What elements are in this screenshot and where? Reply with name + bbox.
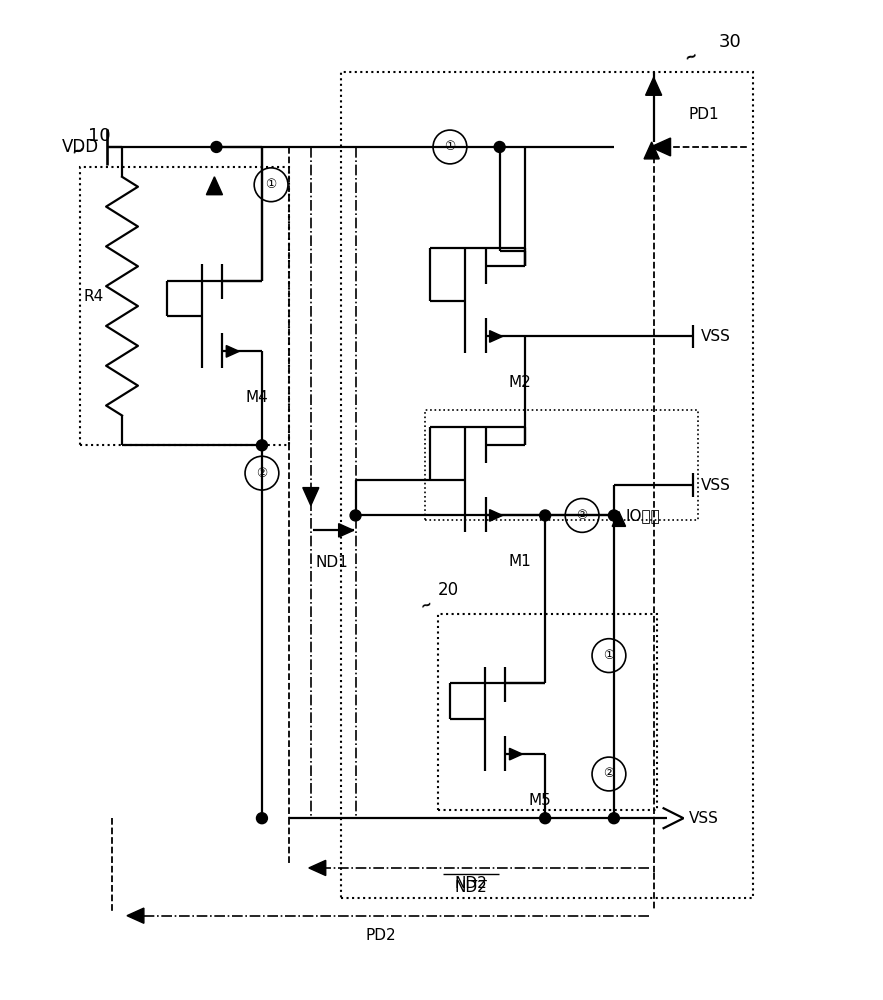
Text: ②: ② — [603, 767, 615, 780]
Text: PD2: PD2 — [365, 928, 396, 943]
Circle shape — [540, 510, 551, 521]
Circle shape — [256, 813, 268, 824]
Text: M5: M5 — [529, 793, 552, 808]
Text: 30: 30 — [718, 33, 741, 51]
Text: ~: ~ — [419, 597, 434, 614]
Text: 20: 20 — [438, 581, 459, 599]
Circle shape — [256, 440, 268, 451]
Circle shape — [494, 142, 505, 152]
Text: M4: M4 — [245, 390, 268, 405]
Text: ①: ① — [266, 178, 276, 191]
Text: VSS: VSS — [701, 329, 731, 344]
Bar — [341, 72, 753, 898]
Text: R4: R4 — [84, 289, 104, 304]
Circle shape — [540, 813, 551, 824]
Text: M1: M1 — [509, 554, 532, 569]
Text: VSS: VSS — [701, 478, 731, 493]
Bar — [438, 614, 657, 810]
Text: PD1: PD1 — [688, 107, 719, 122]
Polygon shape — [339, 524, 353, 537]
Text: ~: ~ — [683, 48, 700, 66]
Bar — [425, 410, 698, 520]
Polygon shape — [303, 488, 319, 505]
Text: ND̅2̅: ND̅2̅ — [455, 880, 487, 895]
Polygon shape — [226, 346, 239, 357]
Text: M2: M2 — [509, 375, 532, 390]
Polygon shape — [509, 748, 523, 760]
Text: VSS: VSS — [689, 811, 718, 826]
Polygon shape — [489, 510, 502, 521]
Text: ND2: ND2 — [455, 876, 487, 891]
Polygon shape — [127, 908, 144, 923]
Text: IO接口: IO接口 — [626, 508, 660, 523]
Polygon shape — [612, 511, 625, 526]
Circle shape — [350, 510, 361, 521]
Text: ②: ② — [256, 467, 268, 480]
Circle shape — [211, 142, 222, 152]
Polygon shape — [489, 331, 502, 342]
Text: VDD: VDD — [62, 138, 99, 156]
Circle shape — [608, 813, 619, 824]
Circle shape — [608, 510, 619, 521]
Polygon shape — [207, 177, 223, 195]
Text: 10: 10 — [88, 127, 111, 145]
Text: ①: ① — [603, 649, 615, 662]
Polygon shape — [651, 138, 670, 156]
Bar — [80, 167, 289, 445]
Text: ②: ② — [577, 509, 588, 522]
Text: ND1: ND1 — [316, 555, 349, 570]
Polygon shape — [309, 860, 326, 876]
Polygon shape — [645, 77, 661, 95]
Polygon shape — [644, 142, 660, 159]
Text: ~: ~ — [70, 142, 87, 161]
Text: ①: ① — [444, 140, 456, 153]
